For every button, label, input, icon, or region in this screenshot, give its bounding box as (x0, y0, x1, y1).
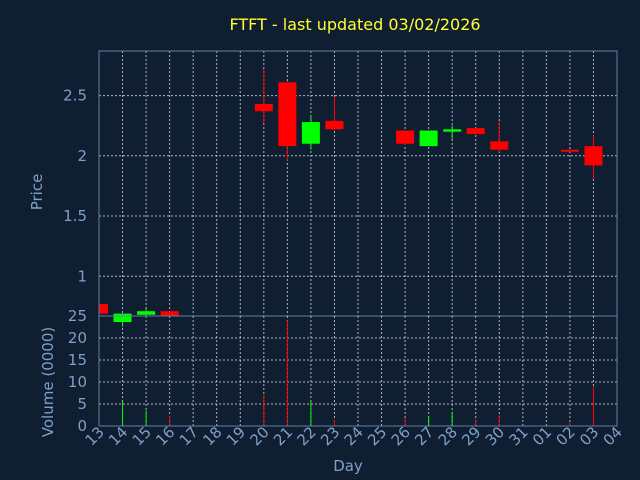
candle-body (490, 141, 509, 150)
x-tick-label: 24 (341, 423, 367, 449)
volume-tick-label: 15 (68, 351, 87, 369)
x-axis-title: Day (333, 457, 363, 475)
candle-body (419, 130, 438, 147)
volume-tick-label: 20 (68, 329, 87, 347)
price-grid (98, 51, 618, 316)
x-tick-label: 02 (553, 423, 579, 449)
volume-axis-title: Volume (0000) (39, 327, 57, 437)
x-tick-label: 21 (270, 423, 296, 449)
volume-tick-label: 0 (77, 417, 87, 435)
price-tick-label: 1.5 (63, 207, 87, 225)
x-tick-label: 26 (388, 423, 414, 449)
candle-body (396, 130, 415, 144)
candle-body (99, 303, 108, 314)
candle-body (160, 311, 179, 316)
volume-grid (98, 316, 618, 426)
volume-tick-label: 10 (68, 373, 87, 391)
x-tick-label: 15 (129, 423, 155, 449)
x-tick-label: 17 (176, 423, 202, 449)
x-tick-label: 03 (576, 423, 602, 449)
candle-body (137, 311, 156, 315)
x-tick-label: 01 (529, 423, 555, 449)
price-axis-title: Price (28, 174, 46, 211)
candle-body (278, 82, 297, 147)
x-tick-label: 04 (600, 423, 626, 449)
x-tick-label: 16 (152, 423, 178, 449)
x-tick-label: 14 (105, 423, 131, 449)
x-tick-label: 22 (294, 423, 320, 449)
x-tick-label: 20 (246, 423, 272, 449)
volume-panel-frame (98, 315, 618, 427)
x-tick-label: 28 (435, 423, 461, 449)
x-tick-label: 18 (199, 423, 225, 449)
price-tick-label: 1 (77, 267, 87, 285)
price-tick-label: 2.5 (63, 87, 87, 105)
x-tick-label: 23 (317, 423, 343, 449)
price-candles (98, 69, 603, 327)
candle-body (560, 149, 579, 152)
candle-body (113, 313, 132, 323)
x-tick-label: 27 (411, 423, 437, 449)
candle-body (301, 122, 320, 144)
candle-body (325, 120, 344, 130)
x-tick-label: 25 (364, 423, 390, 449)
candle-body (584, 146, 603, 166)
chart-title: FTFT - last updated 03/02/2026 (229, 15, 480, 34)
x-tick-label: 19 (223, 423, 249, 449)
x-tick-label: 30 (482, 423, 508, 449)
volume-tick-label: 5 (77, 395, 87, 413)
candle-body (443, 129, 462, 132)
volume-tick-label: 25 (68, 307, 87, 325)
y-tick-labels: 1 1.5 2 2.5 0 5 10 15 20 25 (63, 87, 87, 435)
candle-body (254, 104, 273, 112)
x-tick-label: 31 (505, 423, 531, 449)
x-tick-label: 29 (458, 423, 484, 449)
volume-bars (122, 320, 594, 426)
candle-body (466, 128, 485, 135)
x-tick-labels: 1314151617181920212223242526272829303101… (82, 423, 626, 449)
price-tick-label: 2 (77, 147, 87, 165)
